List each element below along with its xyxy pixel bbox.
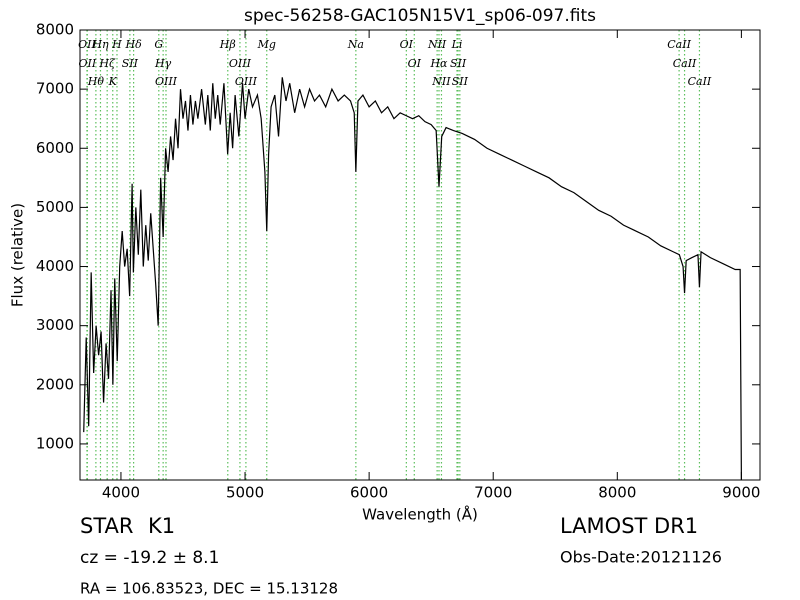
chart-title: spec-56258-GAC105N15V1_sp06-097.fits bbox=[244, 6, 596, 26]
line-label: Mg bbox=[257, 38, 276, 51]
plot-frame bbox=[79, 29, 761, 481]
y-tick-label: 3000 bbox=[36, 316, 74, 334]
line-label: Hδ bbox=[124, 38, 142, 51]
line-label: SII bbox=[122, 57, 139, 70]
y-tick-label: 7000 bbox=[36, 80, 74, 98]
line-label: Hα bbox=[429, 57, 448, 70]
line-label: Hγ bbox=[154, 57, 172, 70]
line-label: NII bbox=[431, 75, 451, 88]
spectrum-line bbox=[83, 77, 742, 480]
y-tick-label: 2000 bbox=[36, 375, 74, 393]
survey-label: LAMOST DR1 bbox=[560, 514, 698, 538]
line-label: OIII bbox=[235, 75, 258, 88]
line-label: OII bbox=[78, 38, 96, 51]
x-tick-label: 5000 bbox=[226, 484, 264, 502]
line-label: CaII bbox=[667, 38, 691, 51]
line-label: OIII bbox=[229, 57, 252, 70]
line-label: CaII bbox=[688, 75, 712, 88]
obs-date-label: Obs-Date:20121126 bbox=[560, 548, 722, 567]
y-tick-label: 5000 bbox=[36, 198, 74, 216]
x-tick-label: 6000 bbox=[350, 484, 388, 502]
y-tick-label: 6000 bbox=[36, 139, 74, 157]
line-label: OIII bbox=[155, 75, 178, 88]
line-label: OI bbox=[408, 57, 422, 70]
x-axis-label: Wavelength (Å) bbox=[362, 505, 478, 524]
line-label: Hη bbox=[91, 38, 109, 51]
subclass-label: K1 bbox=[148, 514, 175, 538]
x-tick-label: 7000 bbox=[474, 484, 512, 502]
line-label: Na bbox=[347, 38, 364, 51]
line-label: SII bbox=[452, 75, 469, 88]
y-tick-label: 1000 bbox=[36, 434, 74, 452]
coords-label: RA = 106.83523, DEC = 15.13128 bbox=[80, 580, 338, 598]
y-tick-label: 8000 bbox=[36, 21, 74, 39]
line-label: OII bbox=[78, 57, 96, 70]
line-label: Hθ bbox=[87, 75, 105, 88]
class-label: STAR bbox=[80, 514, 133, 538]
line-label: CaII bbox=[673, 57, 697, 70]
x-tick-label: 8000 bbox=[598, 484, 636, 502]
line-label: OI bbox=[400, 38, 414, 51]
redshift-label: cz = -19.2 ± 8.1 bbox=[80, 548, 219, 568]
x-tick-label: 9000 bbox=[722, 484, 760, 502]
line-label: SII bbox=[450, 57, 467, 70]
y-axis-label: Flux (relative) bbox=[9, 203, 27, 307]
line-label: Hβ bbox=[219, 38, 236, 51]
line-label: H bbox=[111, 38, 122, 51]
line-label: K bbox=[108, 75, 118, 88]
y-tick-label: 4000 bbox=[36, 257, 74, 275]
line-label: G bbox=[154, 38, 163, 51]
line-label: Li bbox=[451, 38, 463, 51]
x-tick-label: 4000 bbox=[102, 484, 140, 502]
line-label: NII bbox=[427, 38, 447, 51]
line-label: Hζ bbox=[98, 57, 116, 70]
